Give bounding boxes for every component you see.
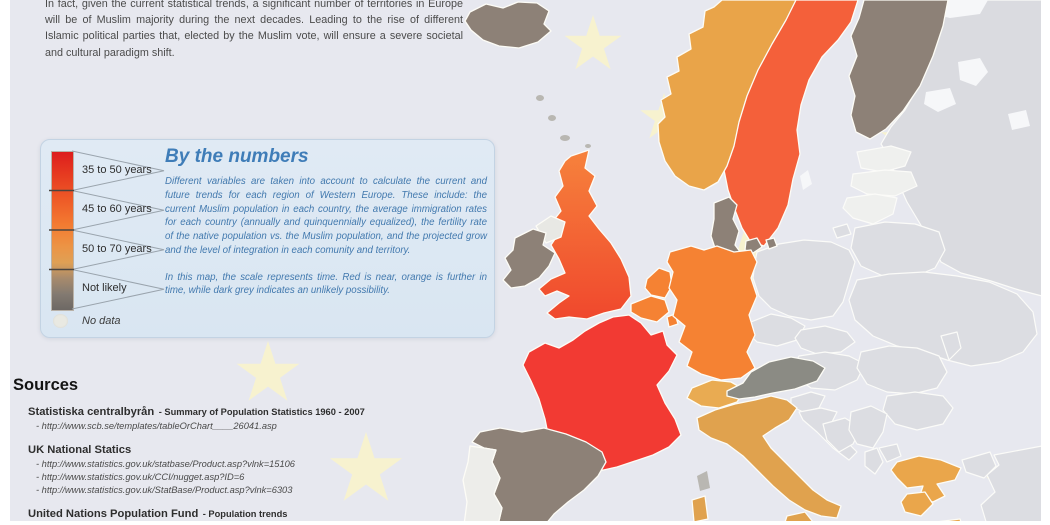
source-url: - http://www.statistics.gov.uk/CCI/nugge… [36,472,245,483]
country-macedonia [878,443,902,463]
country-germany [666,245,758,381]
source-url: - http://www.statistics.gov.uk/statbase/… [36,459,295,470]
source-name: United Nations Population Fund [28,508,199,521]
island-gotland [800,170,812,190]
sources-title: Sources [13,376,79,394]
country-greece [890,455,962,503]
country-italy [696,395,842,519]
by-the-numbers: By the numbers Different variables are t… [165,146,487,298]
country-ireland [502,228,556,289]
country-denmark-isles [744,237,778,254]
island-corsica [697,471,710,491]
country-switzerland [686,379,746,409]
source-name: UK National Statics [28,444,132,457]
source-name: Statistiska centralbyrån [28,406,155,418]
legend-item-50-70: 50 to 70 years [82,243,152,255]
country-greece-peloponnese [900,491,934,517]
country-iceland [464,1,552,49]
legend-callouts [49,150,165,310]
page-frame-bottom [0,521,1050,525]
country-albania [864,447,884,475]
country-turkey-thrace [961,451,997,479]
lake [958,58,988,86]
page-frame-left [0,0,10,525]
source-detail: - Population trends [202,509,288,520]
country-portugal [462,445,503,525]
country-slovakia [794,325,856,355]
lake [1008,110,1030,130]
sources-section: Sources Statistiska centralbyrån - Summa… [13,376,463,525]
country-lithuania [842,193,898,225]
no-data-label: No data [82,315,121,327]
legend-item-not-likely: Not likely [82,282,127,294]
source-entry: UK National Statics - http://www.statist… [28,440,463,497]
legend-no-data: No data [53,314,121,328]
country-romania [856,345,948,395]
country-serbia [848,405,888,449]
country-finland [848,0,949,140]
country-belarus [850,221,946,279]
source-url: - http://www.statistics.gov.uk/StatBase/… [36,485,293,496]
lake [924,88,956,112]
country-ukraine [848,271,1038,367]
country-moldova [940,331,962,361]
country-austria [726,356,826,400]
legend-item-45-60: 45 to 60 years [82,203,152,215]
country-kaliningrad [832,223,852,239]
country-estonia [856,145,912,173]
intro-text: In fact, given the current statistical t… [45,0,463,59]
legend-panel: 35 to 50 years 45 to 60 years 50 to 70 y… [40,139,495,338]
country-poland [752,239,856,321]
by-the-numbers-title: By the numbers [165,146,309,167]
source-detail: - Summary of Population Statistics 1960 … [158,407,365,417]
country-netherlands [644,267,673,299]
no-data-swatch [53,314,68,328]
country-latvia [850,169,918,197]
country-norway [657,0,797,191]
source-url: - http://www.scb.se/templates/tableOrCha… [36,421,277,431]
study-countries [462,0,963,525]
by-the-numbers-paragraph-2: In this map, the scale represents time. … [165,271,487,297]
legend-item-35-50: 35 to 50 years [82,164,152,176]
country-denmark [710,196,742,258]
source-entry: Statistiska centralbyrån - Summary of Po… [28,402,463,433]
country-italy-sardinia [691,495,709,523]
by-the-numbers-paragraph-1: Different variables are taken into accou… [165,176,487,256]
page-frame-right [1041,0,1050,525]
small-isles [536,95,710,491]
country-belgium [630,295,670,323]
